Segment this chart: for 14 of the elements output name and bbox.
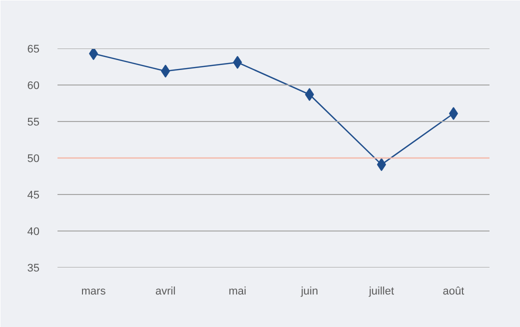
x-tick-label: juillet	[368, 286, 394, 298]
y-tick-label: 50	[27, 153, 40, 165]
y-tick-label: 40	[27, 226, 40, 238]
point	[89, 48, 98, 60]
x-tick-label: mars	[81, 286, 106, 298]
x-tick-label: août	[442, 286, 464, 298]
x-tick-label: juin	[300, 286, 318, 298]
y-tick-label: 65	[27, 44, 40, 56]
y-tick-label: 60	[27, 80, 40, 92]
x-tick-label: mai	[228, 286, 246, 298]
y-tick-label: 55	[27, 116, 40, 128]
y-tick-label: 45	[27, 190, 40, 202]
x-tick-label: avril	[155, 286, 176, 298]
y-tick-label: 35	[27, 262, 40, 274]
